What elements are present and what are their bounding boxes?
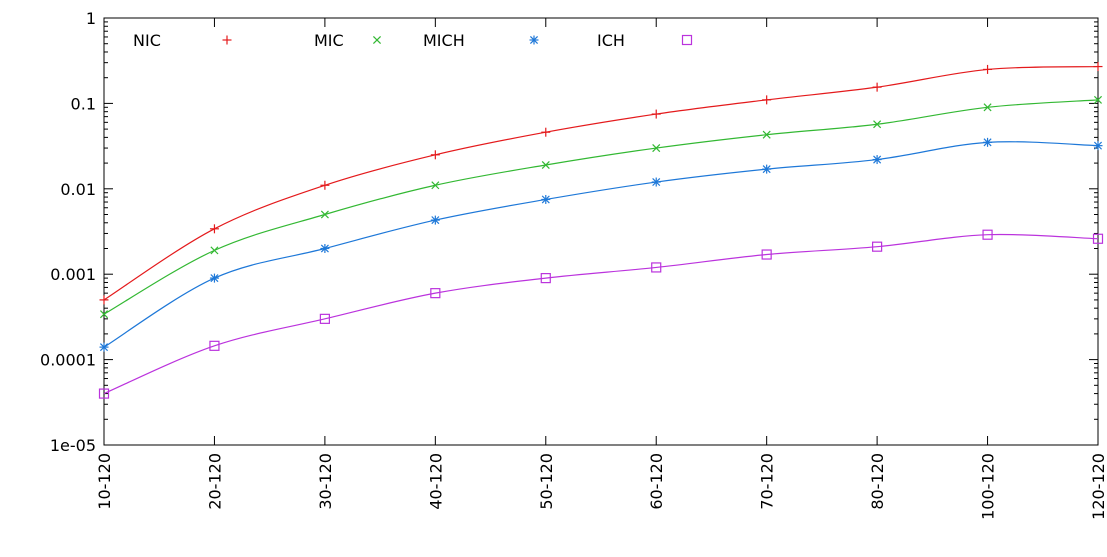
data-point-mich [320, 243, 330, 253]
legend-label-nic: NIC [133, 31, 161, 50]
x-tick-label: 100-120 [979, 453, 998, 520]
data-point-nic [430, 150, 440, 160]
legend: NIC MIC MICH ICH [133, 31, 693, 50]
series-line-mich [103, 141, 1099, 348]
data-point-ich [761, 249, 772, 260]
x-tick-label: 70-120 [758, 453, 777, 510]
series-layer [98, 62, 1104, 399]
y-tick-label: 0.0001 [40, 351, 96, 370]
data-point-mich [983, 137, 993, 147]
x-tick-label: 40-120 [426, 453, 445, 510]
legend-marker-nic [222, 35, 232, 45]
data-point-ich [1092, 233, 1104, 244]
data-point-ich [872, 241, 883, 252]
data-point-mic [873, 120, 882, 129]
legend-marker-mich [529, 35, 539, 45]
y-tick-label: 1 [86, 9, 96, 28]
data-point-ich [319, 313, 330, 324]
data-point-mich [651, 177, 661, 187]
data-point-nic [209, 224, 219, 234]
y-tick-label: 0.1 [71, 94, 96, 113]
data-point-mich [872, 155, 882, 165]
data-point-mich [762, 164, 772, 174]
data-point-mic [983, 103, 992, 112]
data-point-ich [540, 273, 551, 284]
y-tick-label: 1e-05 [50, 436, 96, 455]
data-point-mic [210, 246, 219, 255]
data-point-nic [983, 64, 993, 74]
data-point-mic [541, 160, 550, 170]
data-point-ich [430, 288, 441, 299]
data-point-mich [541, 194, 551, 204]
data-point-nic [872, 82, 882, 92]
y-axis: 1e-05 0.0001 0.001 0.01 0.1 1 [40, 9, 1098, 455]
data-point-mich [99, 342, 109, 352]
data-point-mich [1093, 141, 1103, 151]
data-point-ich [209, 340, 220, 351]
data-point-mic [652, 144, 661, 153]
data-point-mich [209, 273, 219, 283]
data-point-mic [99, 310, 109, 319]
data-point-ich [651, 262, 662, 273]
data-point-nic [541, 127, 551, 137]
legend-label-mic: MIC [314, 31, 344, 50]
data-point-mic [320, 210, 329, 219]
data-point-nic [1093, 62, 1103, 72]
x-tick-label: 80-120 [868, 453, 887, 510]
data-point-mich [430, 215, 440, 225]
legend-marker-mic [372, 35, 382, 45]
x-tick-label: 10-120 [95, 453, 114, 510]
x-tick-label: 120-120 [1089, 453, 1107, 520]
x-tick-label: 30-120 [316, 453, 335, 510]
x-tick-label: 60-120 [647, 453, 666, 510]
legend-marker-ich [681, 34, 693, 46]
data-point-mic [431, 181, 440, 190]
data-point-nic [320, 180, 330, 190]
plot-frame [103, 17, 1099, 446]
y-tick-label: 0.001 [50, 265, 96, 284]
series-line-mic [103, 99, 1099, 315]
series-line-nic [103, 65, 1099, 301]
legend-label-mich: MICH [423, 31, 465, 50]
y-tick-label: 0.01 [60, 180, 96, 199]
x-axis: 10-120 20-120 30-120 40-120 50-120 60-120 70-1… [95, 18, 1107, 520]
series-line-ich [103, 233, 1099, 395]
data-point-nic [99, 295, 109, 305]
legend-label-ich: ICH [597, 31, 625, 50]
data-point-mic [762, 130, 771, 139]
data-point-nic [762, 95, 772, 105]
x-tick-label: 20-120 [205, 453, 224, 510]
data-point-ich [98, 388, 110, 399]
x-tick-label: 50-120 [537, 453, 556, 510]
data-point-ich [982, 229, 993, 240]
data-point-nic [651, 109, 661, 119]
data-point-mic [1093, 95, 1103, 104]
